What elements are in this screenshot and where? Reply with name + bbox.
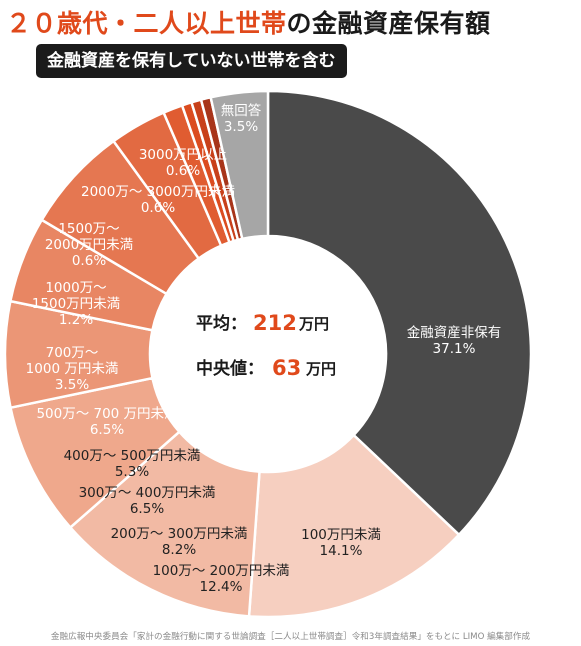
pie-labels: 金融資産非保有 37.1% 100万円未満 14.1% 100万～ 200万円未満 12.… [26,102,502,595]
average-unit: 万円 [298,315,329,333]
subtitle-badge: 金融資産を保有していない世帯を含む [36,44,347,78]
slice-label: 300万～ 400万円未満 6.5% [79,485,216,517]
slice-label: 500万～ 700 万円未満 6.5% [36,406,177,438]
slice-label: 1000万～ 1500万円未満 1.2% [32,280,120,328]
chart-title: ２０歳代・二人以上世帯の金融資産保有額 [6,4,491,40]
average-value: 212 [253,311,297,335]
slice-label: 金融資産非保有 37.1% [407,325,502,357]
median-label: 中央値： [196,358,264,379]
slice-label: 400万～ 500万円未満 5.3% [64,448,201,480]
slice-label: 2000万～ 3000万円未満 0.6% [81,184,235,216]
pie-slice [68,430,261,618]
pie-slice [247,433,461,619]
slice-label: 700万～ 1000 万円未満 3.5% [26,345,119,393]
average-label: 平均： [196,313,247,334]
title-rest: の金融資産保有額 [286,9,491,38]
slice-label: 無回答 3.5% [221,102,262,135]
pie-slice [266,89,533,537]
slice-label: 200万～ 300万円未満 8.2% [111,526,248,558]
slice-label: 3000万円以上 0.6% [139,147,227,179]
slice-label: 100万円未満 14.1% [301,527,381,559]
donut-center: 平均： 212 万円 中央値： 63 万円 [196,311,336,380]
source-note: 金融広報中央委員会「家計の金融行動に関する世論調査［二人以上世帯調査］令和3年調… [50,632,531,642]
title-highlight: ２０歳代・二人以上世帯 [6,9,287,38]
pie-slices [3,89,533,619]
median-value: 63 [272,356,301,380]
slice-label: 100万～ 200万円未満 12.4% [153,563,290,595]
median-unit: 万円 [305,360,336,378]
slice-label: 1500万～ 2000万円未満 0.6% [45,221,133,269]
pie-slice [209,89,270,241]
